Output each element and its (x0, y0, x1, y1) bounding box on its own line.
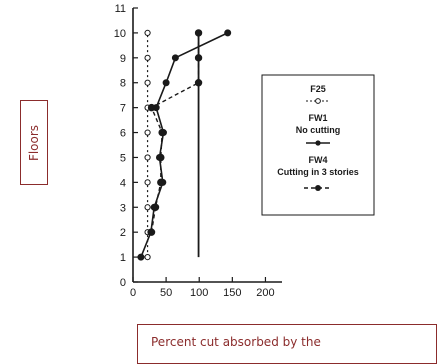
y-tick-label: 2 (120, 227, 126, 239)
legend-label-fw1-sub: No cutting (296, 125, 341, 135)
x-tick-label: 200 (256, 287, 274, 299)
x-tick-label: 100 (190, 287, 208, 299)
y-tick-label: 3 (120, 202, 126, 214)
series-fw4-point (147, 103, 156, 112)
y-tick-label: 8 (120, 78, 126, 90)
series-fw1-line (140, 32, 229, 258)
series-fw4-point (158, 128, 166, 137)
y-tick-label: 5 (120, 152, 126, 164)
y-tick-label: 11 (115, 3, 126, 15)
series-fw1-point (224, 29, 232, 37)
series-f25-point (144, 154, 151, 161)
y-tick-label: 4 (120, 177, 126, 189)
legend-label-fw4: FW4 (309, 155, 328, 165)
series-fw4-point (194, 29, 203, 37)
chart: 0 1 2 3 4 5 6 7 8 9 10 11 0 50 100 150 200 F25 FW1 No cutti… (114, 3, 375, 299)
legend-label-f25: F25 (310, 84, 326, 94)
y-tick-label: 7 (120, 103, 126, 115)
legend-swatch-fw4-marker (315, 185, 321, 191)
y-tick-label: 9 (120, 53, 126, 65)
series-fw4-point (194, 54, 203, 62)
y-axis-label: Floors (27, 124, 42, 161)
x-tick-label: 150 (223, 287, 241, 299)
series-f25-point (144, 253, 151, 261)
series-f25-point (144, 204, 151, 211)
y-tick-label: 10 (114, 28, 126, 40)
series-fw1-point (171, 54, 179, 62)
y-tick-label: 6 (120, 128, 126, 140)
series-f25-point (144, 129, 151, 136)
series-fw4-point (157, 153, 165, 162)
legend-label-fw1: FW1 (309, 113, 328, 123)
y-tick-label: 0 (120, 277, 126, 289)
x-axis-label-box: Percent cut absorbed by the (137, 324, 437, 364)
series-fw1-point (137, 253, 145, 261)
x-axis-label: Percent cut absorbed by the (151, 335, 321, 349)
legend-label-fw4-sub: Cutting in 3 stories (277, 167, 359, 177)
y-tick-label: 1 (120, 252, 126, 264)
legend-swatch-fw1-marker (315, 140, 321, 146)
series-fw4-point (157, 178, 165, 187)
legend-swatch-f25-marker (315, 98, 321, 104)
x-tick-label: 50 (160, 287, 172, 299)
series-fw4-point (151, 203, 160, 211)
series-fw1-point (162, 79, 170, 87)
series-f25-point (144, 29, 151, 37)
x-tick-label: 0 (130, 287, 136, 299)
series-f25-point (144, 79, 151, 86)
series-f25-point (144, 179, 151, 186)
series-fw4-point (194, 79, 203, 87)
y-axis-label-box: Floors (20, 100, 48, 185)
series-fw4-point (147, 228, 156, 236)
series-f25-point (144, 54, 151, 61)
